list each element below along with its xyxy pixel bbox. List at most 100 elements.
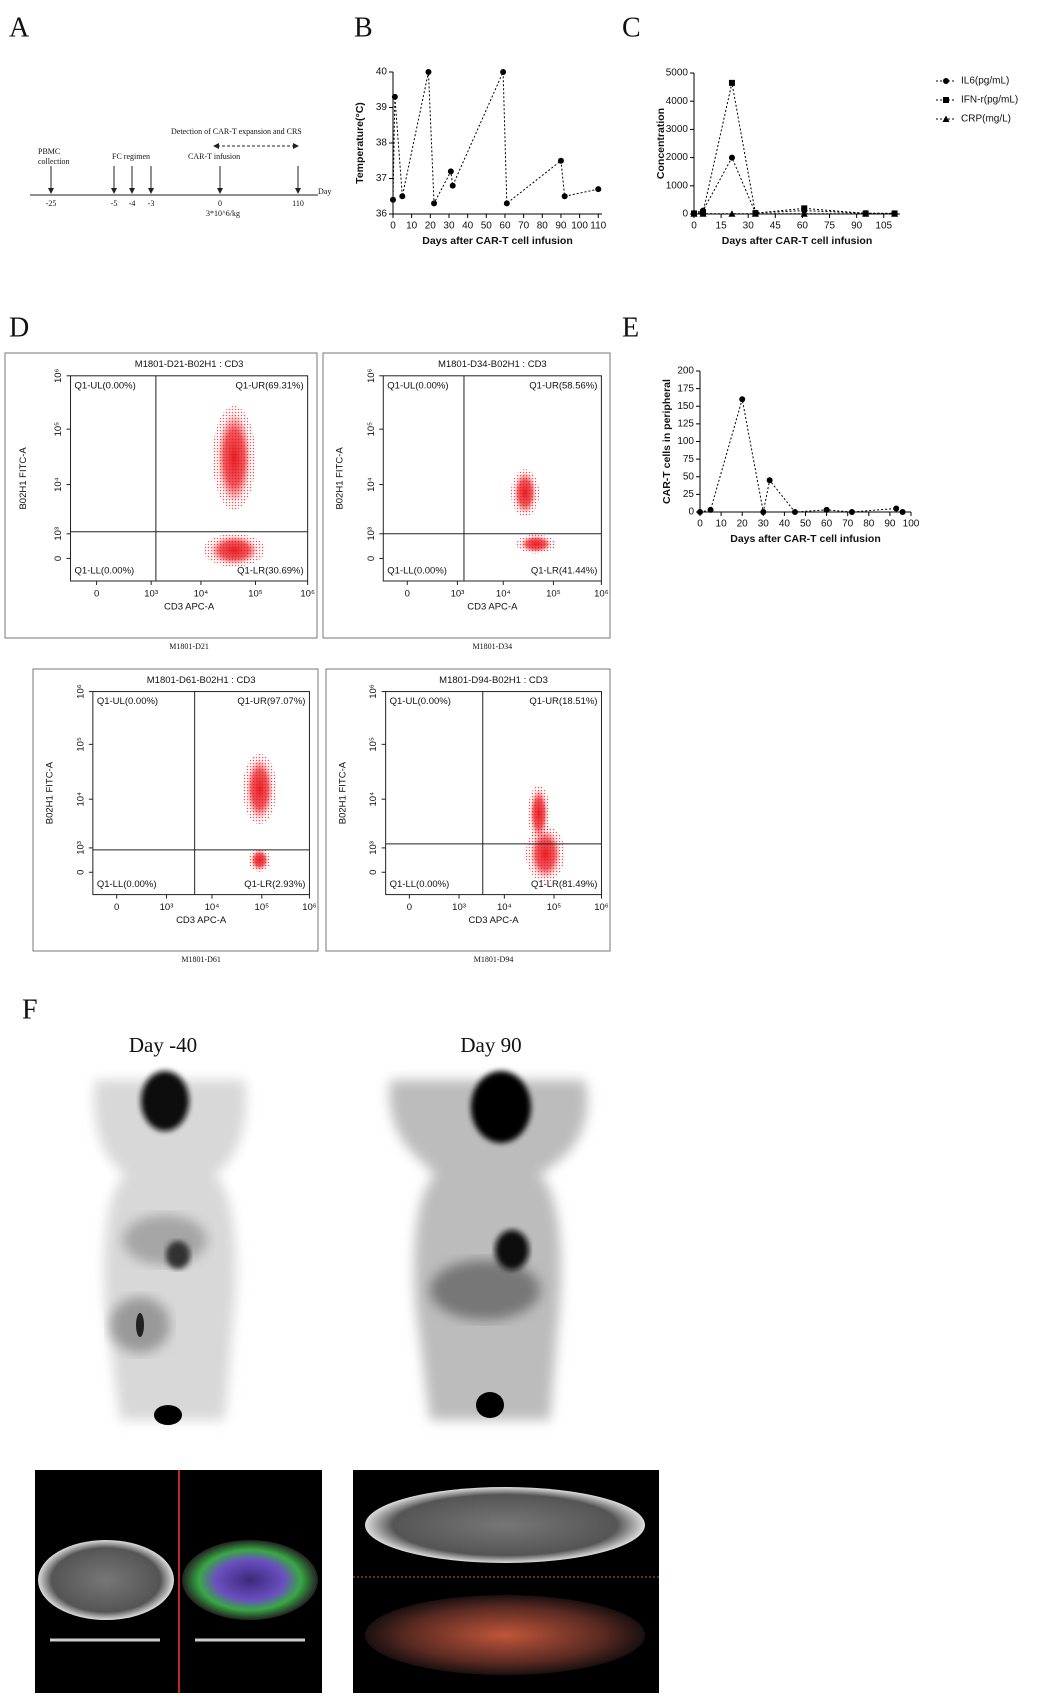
x-tick-label: 100	[903, 519, 920, 530]
x-axis-label: Days after CAR-T cell infusion	[422, 235, 573, 247]
arrowhead	[111, 188, 117, 194]
arrowhead	[48, 188, 54, 194]
data-point	[447, 168, 454, 175]
y-axis-label: B02H1 FITC-A	[18, 447, 29, 510]
data-point	[728, 154, 735, 161]
x-tick-label: 30	[443, 221, 455, 232]
x-tick-label: 10³	[451, 589, 465, 600]
data-point	[899, 509, 906, 515]
series-line	[392, 71, 599, 206]
sample-label: M1801-D94	[474, 955, 514, 964]
quadrant-label: Q1-UR(18.51%)	[529, 696, 597, 707]
pet-image-day-90	[385, 1069, 591, 1430]
data-point	[399, 193, 406, 200]
y-tick-label: 25	[683, 489, 695, 500]
flow-frame	[32, 668, 319, 952]
timeline-tick-label: 0	[218, 199, 222, 208]
x-tick-label: 0	[407, 902, 412, 913]
ct-image-left	[35, 1470, 322, 1693]
y-tick-label: 150	[677, 401, 694, 412]
x-tick-label: 80	[863, 519, 875, 530]
y-tick-label: 10⁵	[53, 422, 64, 437]
data-point	[391, 93, 398, 100]
x-tick-label: 30	[758, 519, 770, 530]
y-tick-label: 10⁶	[368, 684, 379, 699]
cell-cloud-core	[514, 472, 536, 514]
quadrant-label: Q1-UR(58.56%)	[529, 380, 597, 391]
timeline-tick-label: -25	[46, 199, 57, 208]
data-point	[557, 157, 564, 164]
y-tick-label: 5000	[666, 68, 689, 79]
series-line	[693, 156, 895, 214]
y-tick-label: 75	[683, 454, 695, 465]
data-point	[893, 505, 900, 512]
flow-plot-area	[385, 691, 602, 896]
x-axis-label: Days after CAR-T cell infusion	[722, 235, 873, 247]
x-tick-label: 0	[405, 589, 410, 600]
quadrant-label: Q1-UR(97.07%)	[237, 696, 305, 707]
x-tick-label: 10⁵	[547, 902, 562, 913]
y-tick-label: 0	[688, 507, 694, 518]
panel-label: F	[22, 994, 38, 1025]
y-tick-label: 2000	[666, 152, 689, 163]
y-tick-label: 10⁵	[368, 737, 379, 752]
y-tick-label: 10⁵	[75, 737, 86, 752]
x-tick-label: 50	[800, 519, 812, 530]
timeline-unit: Day	[318, 187, 331, 196]
data-point	[728, 79, 735, 86]
y-tick-label: 36	[376, 209, 388, 220]
y-tick-label: 10⁴	[368, 792, 379, 807]
quadrant-label: Q1-UR(69.31%)	[236, 380, 304, 391]
x-tick-label: 105	[875, 221, 892, 232]
flow-plot-area	[382, 375, 602, 582]
x-tick-label: 10⁶	[594, 902, 609, 913]
quadrant-label: Q1-LR(41.44%)	[531, 566, 598, 577]
y-tick-label: 37	[376, 173, 388, 184]
data-point	[760, 509, 767, 515]
data-point	[595, 186, 602, 193]
x-tick-label: 10⁶	[594, 589, 609, 600]
timeline-note: 3*10^6/kg	[206, 209, 240, 218]
x-tick-label: 0	[691, 221, 697, 232]
x-tick-label: 90	[884, 519, 896, 530]
x-tick-label: 90	[555, 221, 567, 232]
y-tick-label: 0	[368, 870, 379, 875]
x-tick-label: 60	[499, 221, 511, 232]
x-tick-label: 0	[697, 519, 703, 530]
quadrant-label: Q1-LL(0.00%)	[97, 879, 157, 890]
x-tick-label: 80	[537, 221, 549, 232]
x-tick-label: 70	[518, 221, 530, 232]
y-axis-label: B02H1 FITC-A	[335, 447, 346, 510]
ct-image-right	[353, 1470, 659, 1693]
data-point	[503, 200, 510, 207]
flow-title: M1801-D21-B02H1 : CD3	[135, 359, 244, 370]
y-tick-label: 39	[376, 102, 388, 113]
x-tick-label: 10⁵	[546, 589, 561, 600]
legend-label: CRP(mg/L)	[961, 114, 1011, 125]
sample-label: M1801-D21	[169, 642, 209, 651]
quadrant-label: Q1-UL(0.00%)	[387, 380, 448, 391]
flow-plot-area	[92, 691, 310, 896]
y-tick-label: 10³	[366, 527, 377, 541]
timeline-tick-label: -3	[148, 199, 155, 208]
y-tick-label: 10³	[53, 527, 64, 541]
x-tick-label: 40	[779, 519, 791, 530]
x-axis-label: CD3 APC-A	[467, 602, 518, 613]
arrowhead	[129, 188, 135, 194]
y-tick-label: 10⁴	[53, 477, 64, 492]
quadrant-label: Q1-UL(0.00%)	[97, 696, 158, 707]
y-tick-label: 10⁶	[366, 368, 377, 383]
pet-image-day-minus-40	[70, 1069, 266, 1430]
x-tick-label: 70	[842, 519, 854, 530]
flow-frame	[4, 352, 318, 639]
data-point	[943, 97, 949, 103]
x-axis-label: CD3 APC-A	[164, 602, 215, 613]
scan-label: Day -40	[129, 1033, 197, 1057]
quadrant-label: Q1-LL(0.00%)	[390, 879, 450, 890]
x-tick-label: 90	[851, 221, 863, 232]
quadrant-label: Q1-LR(30.69%)	[237, 566, 304, 577]
y-axis-label: CAR-T cells in peripheral	[661, 379, 673, 504]
x-tick-label: 75	[824, 221, 836, 232]
x-tick-label: 45	[770, 221, 782, 232]
